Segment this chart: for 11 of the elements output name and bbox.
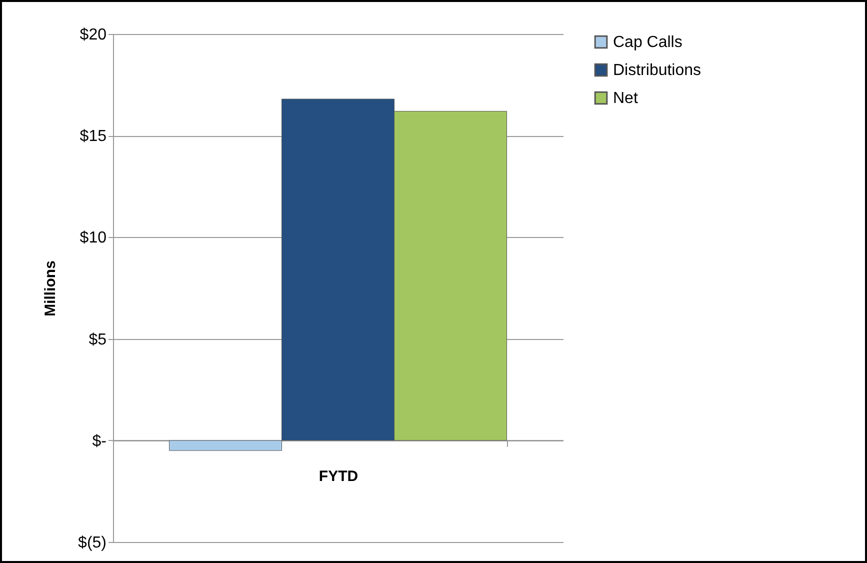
y-tick-label: $- xyxy=(92,432,106,450)
y-axis-title: Millions xyxy=(42,260,60,316)
legend-label: Net xyxy=(613,90,638,107)
x-tick-label: FYTD xyxy=(318,468,358,485)
y-tick-label: $15 xyxy=(80,128,107,146)
legend-label: Cap Calls xyxy=(613,34,682,51)
y-tick-label: $(5) xyxy=(78,534,106,552)
y-tick-label: $5 xyxy=(88,331,107,348)
y-tick-label: $10 xyxy=(80,230,107,247)
y-tick-label: $20 xyxy=(80,26,107,44)
legend-label: Distributions xyxy=(613,62,702,79)
